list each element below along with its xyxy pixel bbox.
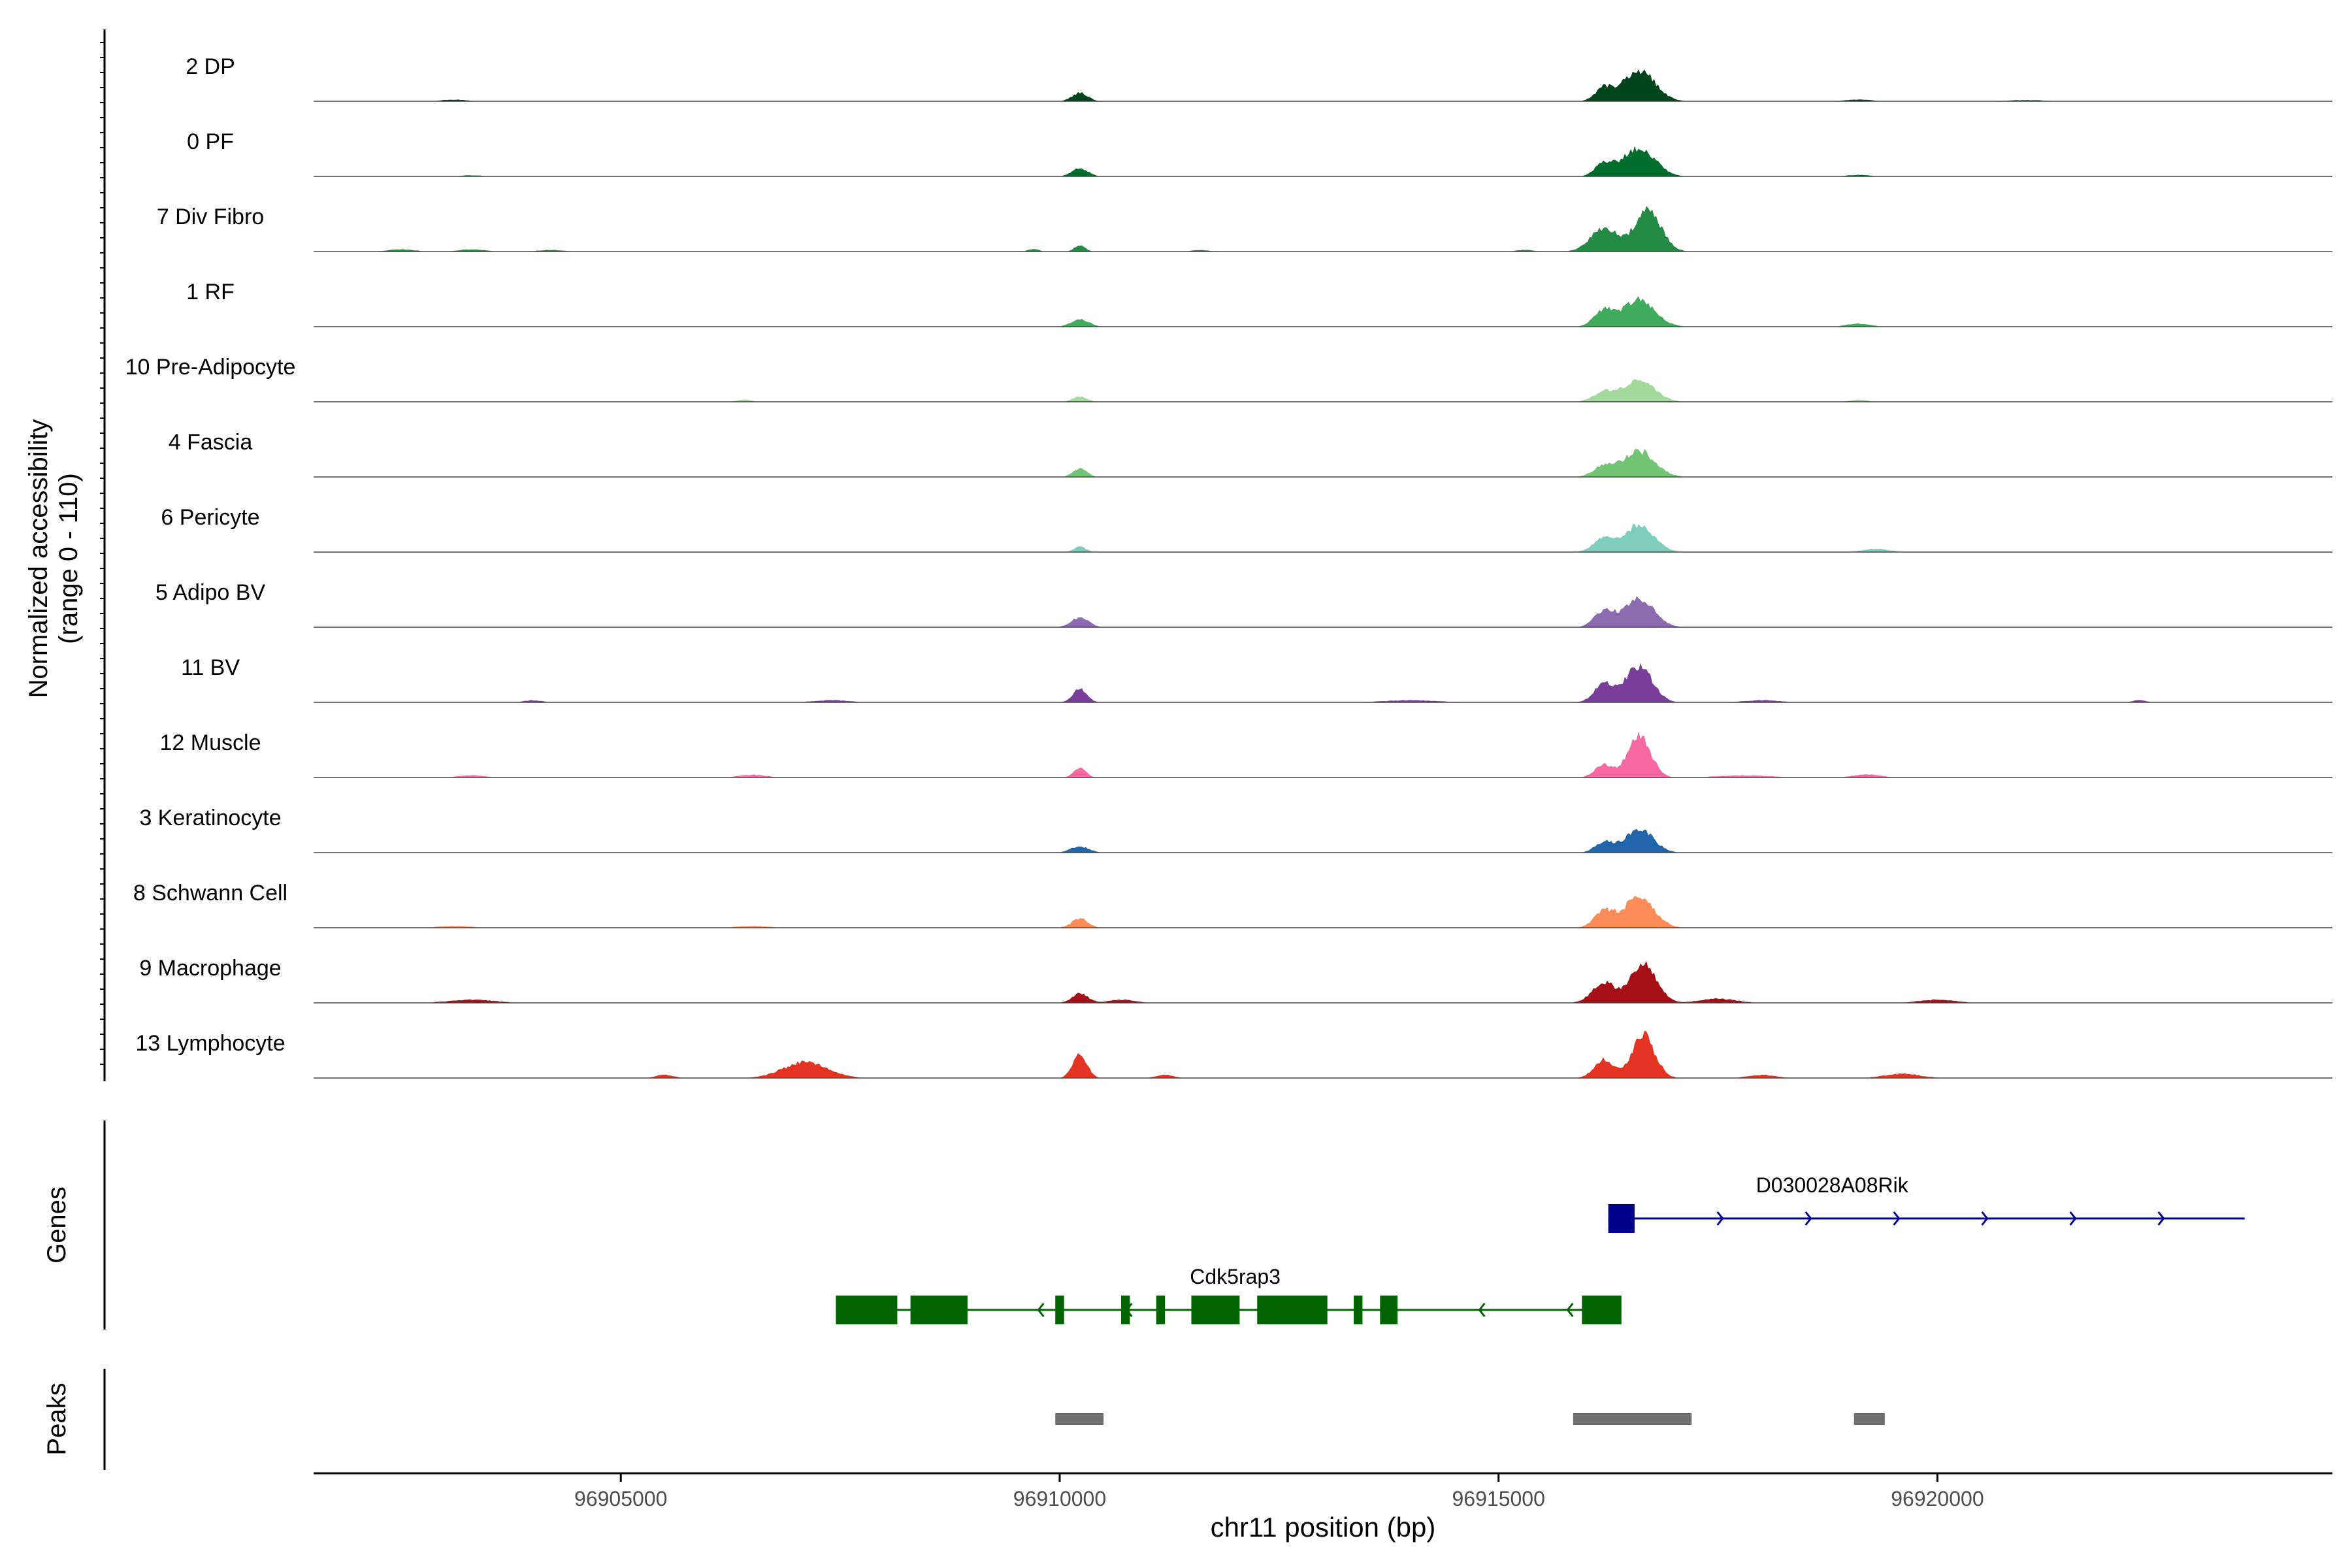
x-axis-ticks: 96905000 96910000 96915000 96920000 bbox=[574, 1473, 1984, 1511]
genes-label: Genes bbox=[42, 1186, 71, 1264]
strand-arrow bbox=[1981, 1211, 1989, 1226]
track-area-0 bbox=[314, 69, 2332, 101]
track-label: 7 Div Fibro bbox=[157, 204, 264, 229]
gene-exon bbox=[1380, 1296, 1398, 1324]
strand-arrow bbox=[2157, 1211, 2165, 1226]
track-label: 0 PF bbox=[187, 129, 234, 154]
gene-exon bbox=[1582, 1296, 1622, 1324]
track-label: 1 RF bbox=[186, 280, 235, 304]
gene-exon bbox=[1055, 1296, 1064, 1324]
track-area-1 bbox=[314, 146, 2332, 176]
gene-exon bbox=[1121, 1296, 1130, 1324]
x-tick-label: 96920000 bbox=[1891, 1487, 1984, 1511]
peaks-label: Peaks bbox=[42, 1382, 71, 1455]
track-label: 13 Lymphocyte bbox=[135, 1031, 285, 1056]
peak-bar bbox=[1854, 1413, 1885, 1425]
x-tick-label: 96910000 bbox=[1013, 1487, 1106, 1511]
peak-bar bbox=[1055, 1413, 1104, 1425]
strand-arrow bbox=[1805, 1211, 1812, 1226]
track-area-12 bbox=[314, 960, 2332, 1003]
track-label: 8 Schwann Cell bbox=[133, 881, 287, 906]
track-area-8 bbox=[314, 662, 2332, 702]
track-area-13 bbox=[314, 1030, 2332, 1078]
track-area-7 bbox=[314, 596, 2332, 627]
peak-regions bbox=[1055, 1413, 1885, 1425]
gene-models: D030028A08Rik Cdk5rap3 bbox=[836, 1173, 2245, 1324]
track-area-10 bbox=[314, 828, 2332, 853]
strand-arrow bbox=[1478, 1303, 1486, 1317]
track-area-3 bbox=[314, 296, 2332, 327]
x-tick-label: 96915000 bbox=[1452, 1487, 1545, 1511]
track-label: 2 DP bbox=[186, 54, 235, 79]
gene-name-label: D030028A08Rik bbox=[1756, 1173, 1909, 1197]
strand-arrow bbox=[2069, 1211, 2077, 1226]
gene-exon bbox=[836, 1296, 898, 1324]
track-label: 3 Keratinocyte bbox=[139, 806, 281, 830]
track-label: 11 BV bbox=[181, 655, 240, 680]
y-axis-ticks bbox=[100, 42, 105, 1065]
accessibility-tracks bbox=[314, 69, 2332, 1079]
gene-exon bbox=[910, 1296, 968, 1324]
track-label: 10 Pre-Adipocyte bbox=[125, 355, 296, 380]
strand-arrow bbox=[1716, 1211, 1724, 1226]
track-area-4 bbox=[314, 379, 2332, 402]
track-area-6 bbox=[314, 523, 2332, 552]
track-area-9 bbox=[314, 731, 2332, 777]
gene-name-label: Cdk5rap3 bbox=[1190, 1265, 1281, 1288]
track-area-5 bbox=[314, 449, 2332, 477]
strand-arrow bbox=[1037, 1303, 1045, 1317]
strand-arrow bbox=[1566, 1303, 1574, 1317]
track-area-11 bbox=[314, 896, 2332, 928]
track-label: 6 Pericyte bbox=[161, 505, 259, 530]
track-label: 9 Macrophage bbox=[139, 956, 281, 981]
track-label: 5 Adipo BV bbox=[155, 580, 266, 605]
gene-exon bbox=[1354, 1296, 1363, 1324]
track-label: 4 Fascia bbox=[169, 430, 253, 455]
strand-arrow bbox=[1893, 1211, 1901, 1226]
gene-exon bbox=[1257, 1296, 1328, 1324]
track-label: 12 Muscle bbox=[160, 730, 261, 755]
gene-exon bbox=[1608, 1204, 1635, 1233]
x-axis-label: chr11 position (bp) bbox=[1211, 1512, 1436, 1543]
gene-exon bbox=[1191, 1296, 1240, 1324]
y-axis-label-line2: (range 0 - 110) bbox=[54, 473, 83, 644]
gene-exon bbox=[1156, 1296, 1166, 1324]
y-axis-label-line1: Normalized accessibility bbox=[24, 419, 53, 698]
x-tick-label: 96905000 bbox=[574, 1487, 667, 1511]
peak-bar bbox=[1573, 1413, 1692, 1425]
track-labels: 2 DP 0 PF 7 Div Fibro 1 RF 10 Pre-Adipocyte 4… bbox=[125, 54, 296, 1056]
track-area-2 bbox=[314, 206, 2332, 252]
